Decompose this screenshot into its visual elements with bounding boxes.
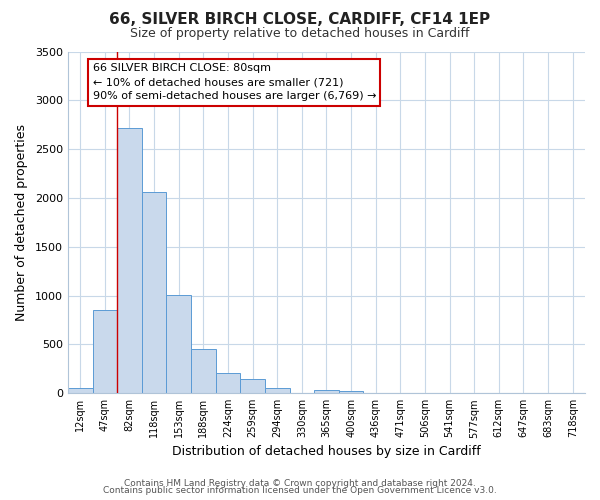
Text: Contains HM Land Registry data © Crown copyright and database right 2024.: Contains HM Land Registry data © Crown c…	[124, 478, 476, 488]
Bar	[142, 192, 166, 393]
Bar	[117, 128, 142, 393]
X-axis label: Distribution of detached houses by size in Cardiff: Distribution of detached houses by size …	[172, 444, 481, 458]
Text: 66, SILVER BIRCH CLOSE, CARDIFF, CF14 1EP: 66, SILVER BIRCH CLOSE, CARDIFF, CF14 1E…	[109, 12, 491, 28]
Bar	[215, 372, 240, 393]
Y-axis label: Number of detached properties: Number of detached properties	[15, 124, 28, 321]
Bar	[339, 391, 364, 393]
Bar	[240, 379, 265, 393]
Bar	[265, 388, 290, 393]
Text: 66 SILVER BIRCH CLOSE: 80sqm
← 10% of detached houses are smaller (721)
90% of s: 66 SILVER BIRCH CLOSE: 80sqm ← 10% of de…	[92, 63, 376, 101]
Bar	[166, 294, 191, 393]
Text: Contains public sector information licensed under the Open Government Licence v3: Contains public sector information licen…	[103, 486, 497, 495]
Bar	[68, 388, 92, 393]
Text: Size of property relative to detached houses in Cardiff: Size of property relative to detached ho…	[130, 28, 470, 40]
Bar	[92, 310, 117, 393]
Bar	[314, 390, 339, 393]
Bar	[191, 349, 215, 393]
